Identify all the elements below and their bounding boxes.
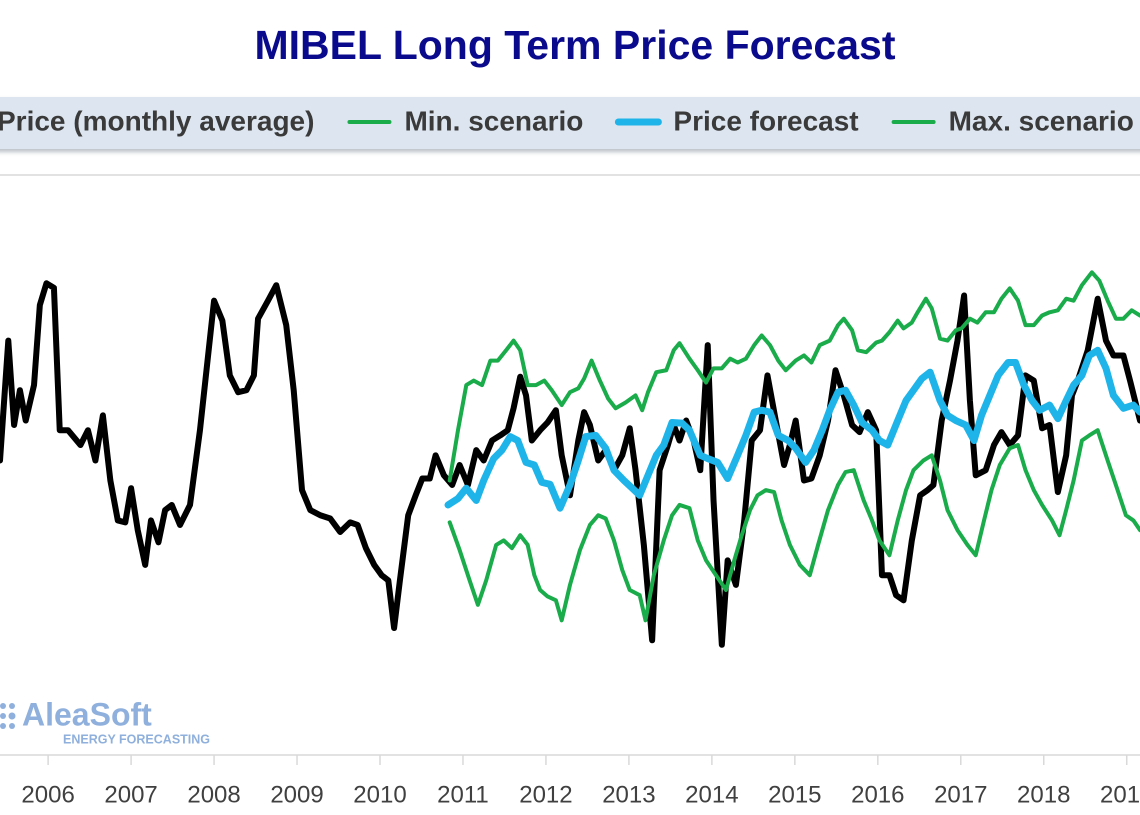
legend-box — [0, 97, 1140, 149]
logo: AleaSoft ENERGY FORECASTING — [0, 696, 210, 746]
x-tick-label: 2019 — [1100, 781, 1140, 808]
legend: Price (monthly average) Min. scenario Pric… — [0, 105, 1134, 136]
logo-tagline: ENERGY FORECASTING — [63, 732, 210, 746]
x-tick-label: 2008 — [187, 781, 240, 808]
x-tick-label: 2018 — [1017, 781, 1070, 808]
logo-name: AleaSoft — [22, 696, 152, 732]
legend-label: Price (monthly average) — [0, 105, 314, 136]
series-line — [447, 428, 1140, 623]
legend-label: Min. scenario — [404, 105, 583, 136]
x-tick-label: 2014 — [685, 781, 738, 808]
legend-label: Max. scenario — [949, 105, 1134, 136]
series-line — [444, 346, 1140, 512]
x-tick-label: 2006 — [21, 781, 74, 808]
x-tick-label: 2015 — [768, 781, 821, 808]
legend-label: Price forecast — [673, 105, 858, 136]
x-tick-label: 2013 — [602, 781, 655, 808]
x-tick-label: 2010 — [353, 781, 406, 808]
x-tick-label: 2011 — [437, 781, 489, 808]
x-tick-label: 2009 — [270, 781, 323, 808]
logo-icon — [0, 703, 16, 729]
x-tick-label: 2007 — [104, 781, 157, 808]
series-line — [447, 270, 1140, 483]
x-tick-label: 2017 — [934, 781, 987, 808]
x-tick-label: 2012 — [519, 781, 572, 808]
chart-title: MIBEL Long Term Price Forecast — [255, 22, 896, 68]
x-tick-label: 2016 — [851, 781, 904, 808]
x-axis: 2006 2007 2008 2009 2010 2011 2012 2013 2014 2015… — [21, 755, 1140, 808]
plot-area — [0, 270, 1140, 648]
